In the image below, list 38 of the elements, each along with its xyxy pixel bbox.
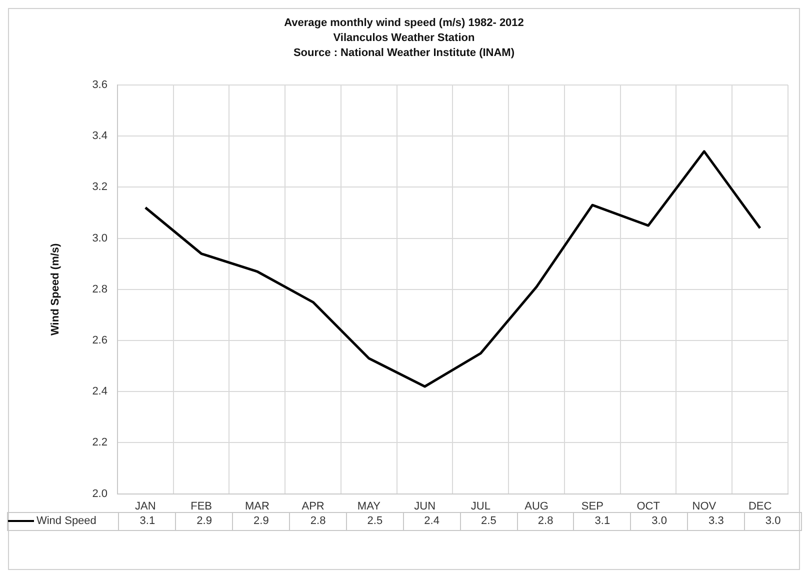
source-note: Source : National Weather Institute (INAM)	[292, 46, 516, 61]
x-tick-label: FEB	[190, 500, 212, 512]
y-tick-label: 3.6	[92, 79, 108, 92]
legend-label: Wind Speed	[8, 512, 119, 530]
chart-title: Average monthly wind speed (m/s) 1982- 2012	[283, 16, 525, 31]
data-label: 2.8	[290, 512, 346, 530]
x-tick-label: AUG	[524, 500, 548, 512]
data-label: 3.0	[630, 512, 688, 530]
y-tick-label: 3.2	[92, 181, 108, 194]
y-tick-label: 3.4	[92, 130, 108, 142]
y-axis-title: Wind Speed (m/s)	[50, 242, 62, 336]
data-label: 3.1	[118, 512, 176, 530]
y-tick-label: 2.8	[92, 283, 108, 296]
x-tick-label: APR	[302, 500, 324, 512]
x-tick-label: JUN	[414, 500, 436, 512]
y-tick-label: 2.6	[92, 334, 108, 347]
chart-subtitle: Vilanculos Weather Station	[332, 31, 476, 46]
y-tick-label: 2.2	[92, 436, 108, 449]
data-label: 3.3	[688, 512, 745, 530]
y-tick-label: 3.0	[92, 232, 108, 244]
x-tick-label: JAN	[135, 500, 156, 512]
y-tick-label: 2.0	[92, 488, 108, 500]
data-label: 2.4	[403, 512, 460, 530]
x-tick-label: SEP	[581, 500, 604, 512]
x-tick-label: MAR	[244, 500, 270, 512]
data-label: 2.8	[517, 512, 574, 530]
y-tick-label: 2.4	[92, 386, 108, 398]
data-label: 2.5	[346, 512, 404, 530]
data-label: 2.5	[460, 512, 518, 530]
x-tick-label: MAY	[357, 500, 382, 512]
data-label: 2.9	[176, 512, 233, 530]
x-tick-label: NOV	[692, 500, 717, 512]
data-label: 3.0	[744, 512, 802, 530]
x-tick-label: DEC	[748, 500, 772, 512]
x-tick-label: JUL	[470, 500, 490, 512]
data-label: 3.1	[574, 512, 631, 530]
data-label: 2.9	[232, 512, 290, 530]
x-tick-label: OCT	[636, 500, 660, 512]
